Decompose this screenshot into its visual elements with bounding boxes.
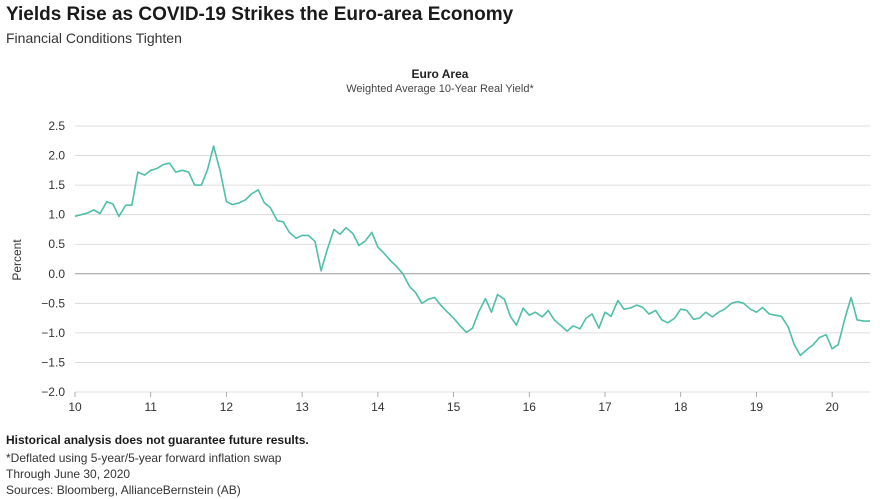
x-tick-label: 17 xyxy=(598,400,612,414)
y-tick-label: 2.5 xyxy=(48,119,65,133)
x-tick-label: 18 xyxy=(674,400,688,414)
x-tick-label: 19 xyxy=(750,400,764,414)
y-tick-label: 1.0 xyxy=(48,208,65,222)
x-tick-label: 12 xyxy=(220,400,234,414)
y-tick-label: −1.5 xyxy=(41,355,65,369)
page-title: Yields Rise as COVID-19 Strikes the Euro… xyxy=(6,4,514,25)
y-axis-tick-labels: 2.5 2.0 1.5 1.0 0.5 0.0 −0.5 −1.0 −1.5 −2.0 xyxy=(41,119,65,399)
y-axis-label: Percent xyxy=(10,239,24,281)
line-chart: 2.52.01.51.00.50.0−0.5−1.0−1.5−2.0 10 11 1… xyxy=(10,119,870,414)
series-line-real-yield xyxy=(74,145,870,357)
x-axis-tick-labels: 10 11 12 13 14 15 16 17 18 19 20 xyxy=(68,392,839,414)
x-tick-label: 20 xyxy=(825,400,839,414)
footnote-text: *Deflated using 5-year/5-year forward in… xyxy=(6,451,282,465)
y-tick-label: 1.5 xyxy=(48,178,65,192)
x-tick-label: 11 xyxy=(144,400,157,414)
date-range-text: Through June 30, 2020 xyxy=(6,467,131,481)
disclaimer-text: Historical analysis does not guarantee f… xyxy=(6,433,309,447)
sources-text: Sources: Bloomberg, AllianceBernstein (A… xyxy=(6,483,241,497)
chart-series xyxy=(74,145,870,357)
y-tick-label: 0.0 xyxy=(48,267,65,281)
x-tick-label: 15 xyxy=(447,400,461,414)
page-subtitle: Financial Conditions Tighten xyxy=(6,30,182,46)
x-tick-label: 13 xyxy=(295,400,309,414)
chart-title: Euro Area xyxy=(411,67,469,81)
chart-subtitle: Weighted Average 10-Year Real Yield* xyxy=(346,83,534,95)
y-tick-label: −1.0 xyxy=(41,326,65,340)
chart-gridlines xyxy=(75,125,870,393)
y-tick-label: −2.0 xyxy=(41,385,65,399)
y-tick-label: −0.5 xyxy=(41,296,65,310)
y-tick-label: 2.0 xyxy=(48,149,65,163)
y-tick-label: 0.5 xyxy=(48,237,65,251)
x-tick-label: 10 xyxy=(68,400,82,414)
x-tick-label: 14 xyxy=(371,400,385,414)
x-tick-label: 16 xyxy=(523,400,537,414)
